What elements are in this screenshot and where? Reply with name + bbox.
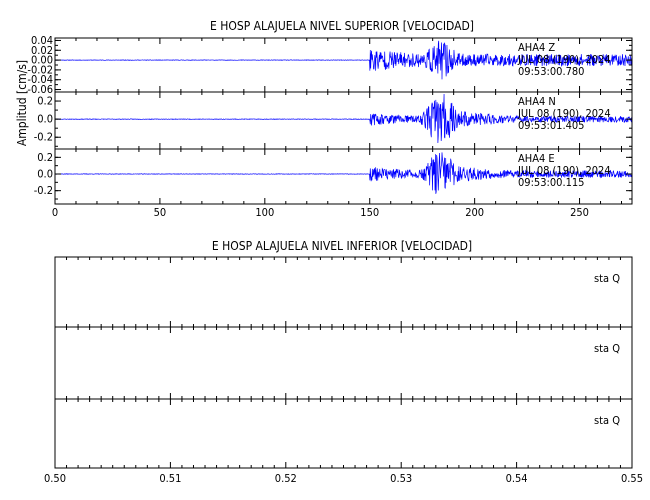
lower-x-axis: 0.50 0.51 0.52 0.53 0.54 0.55 [44,257,643,485]
y-tick-label: -0.04 [27,73,53,86]
date-label: JUL 08 (190), 2024 [517,164,611,177]
y-tick-label: 0.0 [37,168,53,181]
lower-panels: sta Q sta Q sta Q [54,256,633,469]
x-tick-label: 50 [154,206,167,219]
x-tick-label: 0.54 [506,472,528,485]
lower-panel-2: sta Q [54,326,633,400]
upper-chart-title: E HOSP ALAJUELA NIVEL SUPERIOR [VELOCIDA… [210,19,474,33]
station-component-label: AHA4 N [518,95,556,108]
y-tick-label: 0.2 [37,151,53,164]
y-tick-label: 0.02 [31,44,53,57]
station-component-label: AHA4 Z [518,41,555,54]
time-label: 09:53:00.115 [518,176,584,189]
y-tick-label: 0.04 [31,34,53,47]
y-tick-label: -0.2 [34,184,53,197]
x-tick-label: 0.52 [275,472,297,485]
y-tick-label: 0.0 [37,113,53,126]
waveform-z [54,40,633,80]
date-label: JUL 08 (190), 2024 [517,53,611,66]
upper-chart: E HOSP ALAJUELA NIVEL SUPERIOR [VELOCIDA… [15,19,633,219]
panel-frame [54,398,633,469]
time-label: 09:53:01.405 [518,119,584,132]
time-label: 09:53:00.780 [518,65,584,78]
waveform-n [54,93,633,143]
x-tick-label: 0.55 [621,472,643,485]
x-tick-label: 250 [570,206,589,219]
y-tick-label: 0.2 [37,95,53,108]
panel-frame [54,148,633,205]
date-label: JUL 08 (190), 2024 [517,107,611,120]
station-component-label: AHA4 E [518,152,555,165]
y-tick-label: -0.06 [27,83,53,96]
upper-x-axis: 0 50 100 150 200 250 [52,38,623,219]
x-tick-label: 0 [52,206,58,219]
lower-chart: E HOSP ALAJUELA NIVEL INFERIOR [VELOCIDA… [44,239,643,485]
x-tick-label: 0.53 [390,472,412,485]
x-tick-label: 150 [360,206,379,219]
x-tick-label: 0.51 [159,472,181,485]
lower-panel-1: sta Q [54,256,633,328]
station-label: sta Q [594,342,620,355]
waveform-e [54,152,633,194]
x-tick-label: 100 [255,206,274,219]
y-tick-label: -0.2 [34,131,53,144]
lower-chart-title: E HOSP ALAJUELA NIVEL INFERIOR [VELOCIDA… [212,239,472,253]
x-tick-label: 200 [465,206,484,219]
y-tick-label: 0.00 [31,54,53,67]
upper-y-axis-label: Amplitud [cm/s] [15,60,29,146]
station-label: sta Q [594,414,620,427]
panel-frame [54,256,633,328]
y-tick-label: -0.02 [27,63,53,76]
lower-panel-3: sta Q [54,398,633,469]
x-tick-label: 0.50 [44,472,66,485]
panel-frame [54,326,633,400]
station-label: sta Q [594,272,620,285]
